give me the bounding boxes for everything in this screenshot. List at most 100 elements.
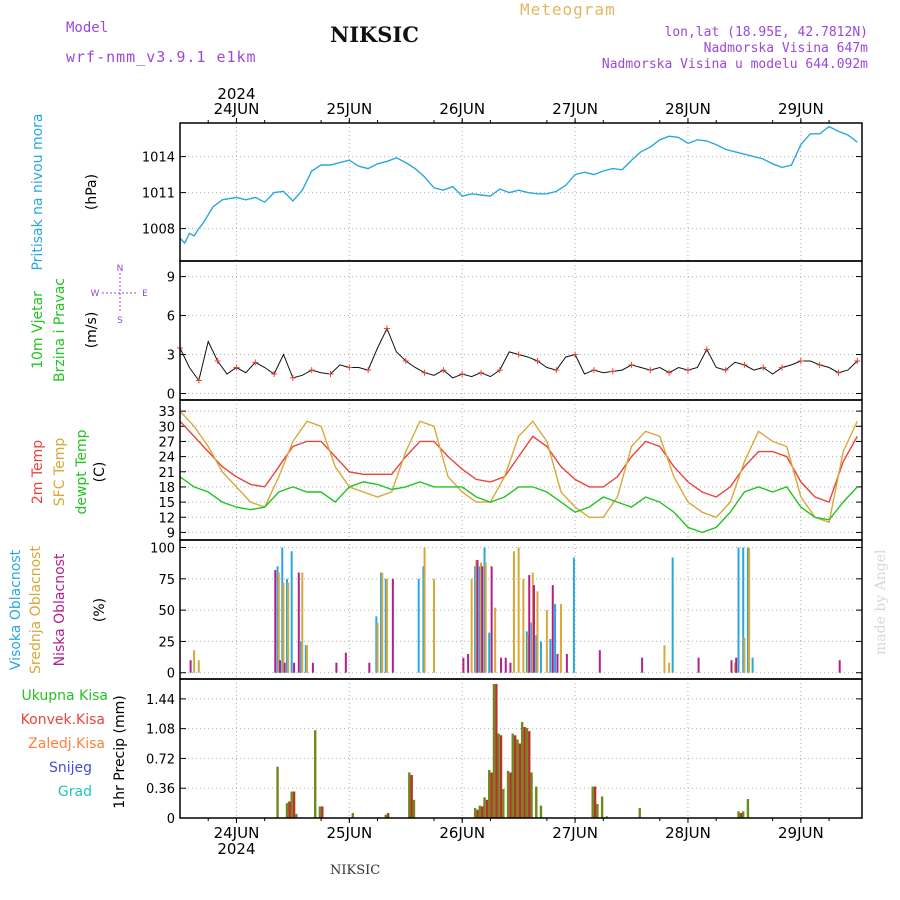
precip-bar bbox=[742, 811, 745, 818]
temp-unit: (C) bbox=[92, 462, 108, 483]
precip-legend-item: Konvek.Kisa bbox=[21, 712, 105, 728]
wind-speed-marker bbox=[252, 359, 259, 366]
wind-speed-marker bbox=[365, 367, 372, 374]
cloud-bar bbox=[490, 566, 493, 673]
precip-bar bbox=[530, 772, 533, 818]
y-tick-label: 33 bbox=[158, 405, 175, 420]
pressure-unit: (hPa) bbox=[84, 174, 100, 210]
precip-bar bbox=[511, 733, 514, 818]
cloud-bar bbox=[531, 572, 534, 673]
cloud-bar bbox=[197, 660, 200, 673]
precip-bar bbox=[314, 730, 317, 818]
precip-bar bbox=[490, 772, 493, 818]
compass-e: E bbox=[142, 289, 148, 299]
cloud-bar bbox=[512, 551, 515, 673]
cloud-bar bbox=[565, 653, 568, 673]
pressure-line bbox=[179, 125, 858, 245]
y-tick-label: 1014 bbox=[142, 151, 175, 166]
precip-bar bbox=[605, 816, 609, 818]
precip-bar bbox=[506, 770, 510, 818]
x-tick-label-bottom: 28JUN bbox=[665, 824, 711, 842]
x-tick-label-bottom: 27JUN bbox=[552, 824, 598, 842]
pressure-label: Pritisak na nivou mora bbox=[30, 113, 46, 270]
cloud-bar bbox=[539, 641, 542, 673]
cloud-bar bbox=[697, 657, 700, 673]
precip-bar bbox=[516, 739, 519, 818]
precip-bar bbox=[386, 813, 390, 818]
precip-bar bbox=[502, 789, 505, 818]
cloud-bar bbox=[735, 657, 738, 673]
y-tick-label: 1.08 bbox=[146, 723, 175, 738]
precip-bar bbox=[476, 809, 479, 818]
precip-bar bbox=[509, 772, 512, 818]
cloud-bar bbox=[274, 570, 277, 673]
x-tick-label-top: 26JUN bbox=[439, 100, 485, 118]
cloud-bar bbox=[532, 585, 535, 673]
cloud-bar bbox=[278, 660, 281, 673]
precip-bar bbox=[528, 731, 531, 818]
cloud-bar bbox=[536, 591, 539, 673]
cloud-bar bbox=[189, 660, 192, 673]
mid-cloud-label: Srednja Oblacnost bbox=[28, 546, 44, 674]
wind-speed-marker bbox=[666, 369, 673, 376]
cloud-bar bbox=[484, 562, 487, 673]
cloud-bar bbox=[734, 662, 737, 673]
cloud-bar bbox=[554, 603, 557, 673]
cloud-bar bbox=[381, 572, 384, 673]
cloud-bar bbox=[385, 578, 388, 673]
precip-bar bbox=[497, 733, 500, 818]
x-tick-label-top: 24JUN bbox=[214, 100, 260, 118]
precip-bar bbox=[412, 799, 416, 818]
cloud-bar bbox=[751, 657, 754, 673]
cloud-bar bbox=[474, 566, 477, 673]
y-tick-label: 1011 bbox=[142, 187, 175, 202]
cloud-bar bbox=[283, 662, 286, 673]
wind-speed-marker bbox=[308, 367, 315, 374]
cloud-bar bbox=[530, 622, 533, 673]
cloud-bar bbox=[476, 560, 479, 673]
y-tick-label: 24 bbox=[158, 451, 175, 466]
cloud-bar bbox=[368, 662, 371, 673]
precip-bar bbox=[539, 805, 543, 818]
wind-speed-marker bbox=[760, 364, 767, 371]
cloud-bar bbox=[549, 638, 552, 673]
cloud-bar bbox=[480, 562, 483, 673]
cloud-bar bbox=[305, 645, 308, 673]
wind-speed-marker bbox=[835, 369, 842, 376]
cloud-bar bbox=[462, 657, 465, 673]
panel-frame bbox=[179, 678, 863, 819]
precip-bar bbox=[737, 811, 740, 818]
model-elevation-text: Nadmorska Visina u modelu 644.092m bbox=[601, 57, 868, 72]
temp2m-label: 2m Temp bbox=[30, 440, 46, 504]
x-tick-label-top: 27JUN bbox=[552, 100, 598, 118]
station-title: NIKSIC bbox=[330, 22, 419, 47]
wind-speed-marker bbox=[327, 371, 334, 378]
wind-speed-marker bbox=[590, 367, 597, 374]
y-tick-label: 0.36 bbox=[146, 782, 175, 797]
cloud-bar bbox=[488, 632, 491, 673]
cloud-bar bbox=[297, 572, 300, 673]
y-tick-label: 0 bbox=[167, 388, 175, 403]
cloud-bar bbox=[746, 547, 749, 673]
wind-speed-marker bbox=[816, 361, 823, 368]
cloud-bar bbox=[481, 566, 484, 673]
x-tick-label-bottom: 29JUN bbox=[778, 824, 824, 842]
elevation-text: Nadmorska Visina 647m bbox=[703, 41, 868, 56]
cloud-bar bbox=[300, 641, 303, 673]
wind-speed-marker bbox=[628, 361, 635, 368]
compass-s: S bbox=[117, 316, 123, 326]
precip-bar bbox=[318, 806, 322, 818]
cloud-bar bbox=[522, 578, 525, 673]
cloud-bar bbox=[467, 653, 470, 673]
precip-bar bbox=[638, 808, 641, 818]
wind-speed-marker bbox=[496, 367, 503, 374]
cloud-bar bbox=[483, 547, 486, 673]
precip-bar bbox=[518, 743, 522, 818]
year-label-top: 2024 bbox=[217, 85, 255, 103]
cloud-bar bbox=[504, 657, 507, 673]
wind-speed-marker bbox=[289, 374, 296, 381]
precip-bar bbox=[495, 683, 498, 818]
y-tick-label: 25 bbox=[158, 635, 175, 650]
cloud-bar bbox=[671, 557, 674, 673]
